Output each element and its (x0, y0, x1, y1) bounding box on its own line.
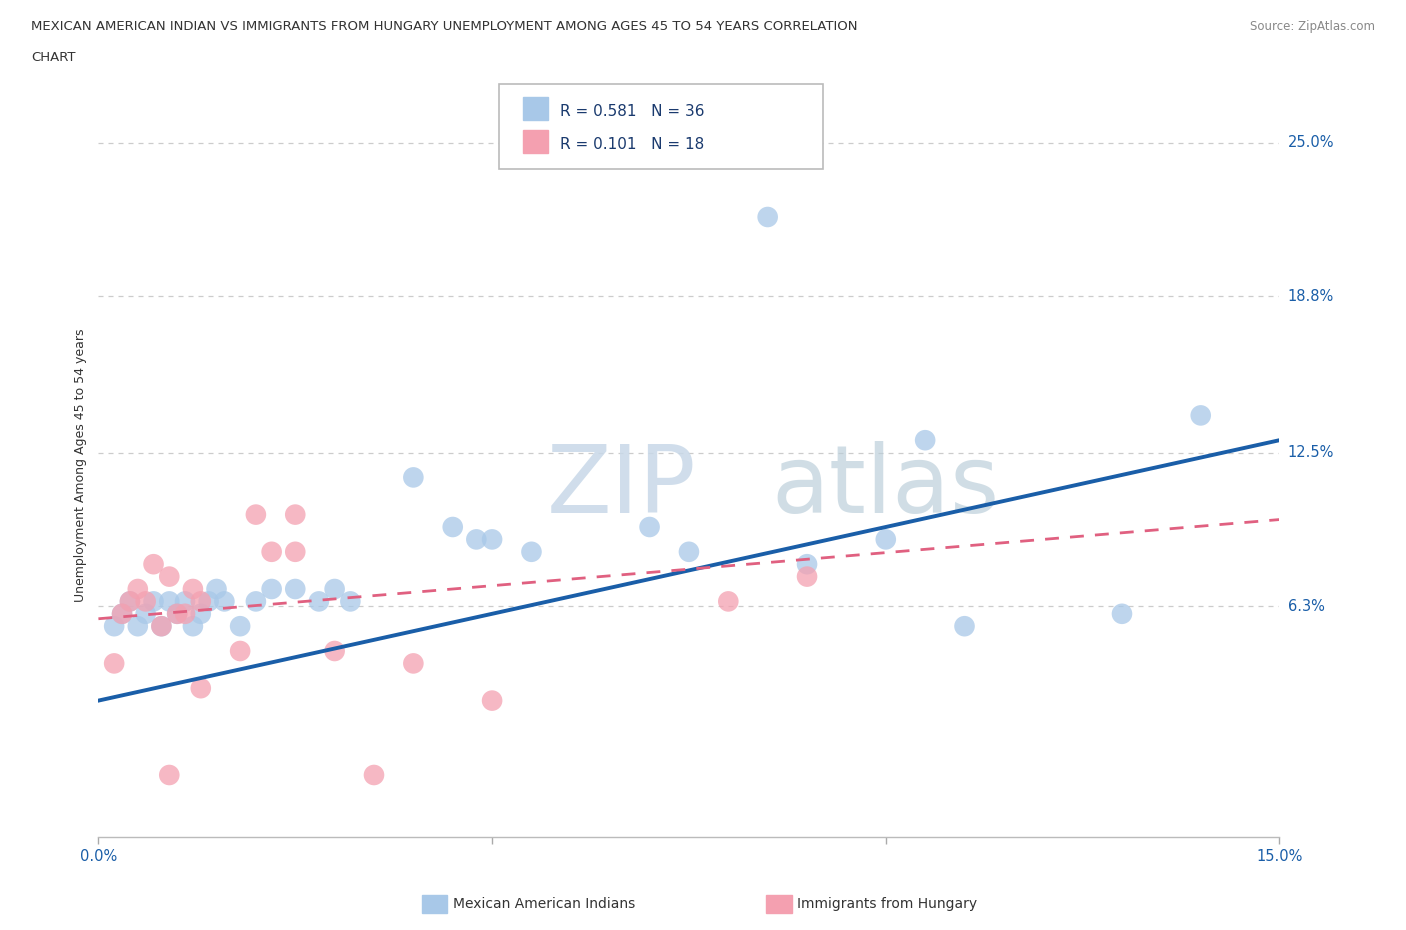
Point (214, 594, 236, 609)
Point (174, 594, 197, 609)
Point (717, 594, 740, 609)
Text: R = 0.101   N = 18: R = 0.101 N = 18 (560, 137, 704, 152)
Point (229, 644, 252, 658)
Text: MEXICAN AMERICAN INDIAN VS IMMIGRANTS FROM HUNGARY UNEMPLOYMENT AMONG AGES 45 TO: MEXICAN AMERICAN INDIAN VS IMMIGRANTS FR… (31, 20, 858, 33)
Point (245, 594, 267, 609)
Point (150, 618, 173, 633)
Point (181, 581, 204, 596)
Y-axis label: Unemployment Among Ages 45 to 54 years: Unemployment Among Ages 45 to 54 years (75, 328, 87, 602)
Text: atlas: atlas (772, 442, 1000, 533)
Point (953, 618, 976, 633)
Point (166, 606, 188, 621)
Point (638, 520, 661, 535)
Point (174, 606, 197, 621)
Text: 6.3%: 6.3% (1288, 599, 1324, 614)
Point (157, 767, 180, 782)
Point (260, 581, 283, 596)
Point (135, 606, 157, 621)
Text: ZIP: ZIP (547, 442, 697, 533)
Point (363, 767, 385, 782)
Point (166, 606, 188, 621)
Point (339, 594, 361, 609)
Point (520, 544, 543, 559)
Point (465, 532, 488, 547)
Point (103, 656, 125, 671)
Point (796, 569, 818, 584)
Point (103, 618, 125, 633)
Point (323, 581, 346, 596)
Point (402, 470, 425, 485)
Text: CHART: CHART (31, 51, 76, 64)
Text: Mexican American Indians: Mexican American Indians (453, 897, 636, 911)
Text: 12.5%: 12.5% (1288, 445, 1334, 460)
Point (481, 693, 503, 708)
Point (441, 520, 464, 535)
Point (197, 594, 219, 609)
Point (157, 569, 180, 584)
Point (481, 532, 503, 547)
Point (245, 507, 267, 522)
Point (260, 544, 283, 559)
Point (875, 532, 897, 547)
Point (111, 606, 134, 621)
Text: Immigrants from Hungary: Immigrants from Hungary (797, 897, 977, 911)
Point (284, 581, 307, 596)
Point (402, 656, 425, 671)
Point (190, 594, 212, 609)
Point (205, 581, 228, 596)
Point (284, 544, 307, 559)
Point (157, 594, 180, 609)
Point (142, 594, 165, 609)
Point (308, 594, 330, 609)
Point (229, 618, 252, 633)
Point (118, 594, 141, 609)
Point (1189, 408, 1212, 423)
Text: 18.8%: 18.8% (1288, 289, 1334, 304)
Point (135, 594, 157, 609)
Point (190, 606, 212, 621)
Point (796, 557, 818, 572)
Point (127, 581, 149, 596)
Point (150, 618, 173, 633)
Point (914, 432, 936, 447)
Text: 25.0%: 25.0% (1288, 135, 1334, 150)
Point (190, 681, 212, 696)
Point (111, 606, 134, 621)
Point (142, 557, 165, 572)
Point (118, 594, 141, 609)
Point (127, 618, 149, 633)
Point (756, 209, 779, 224)
Point (323, 644, 346, 658)
Point (284, 507, 307, 522)
Point (678, 544, 700, 559)
Point (181, 618, 204, 633)
Text: R = 0.581   N = 36: R = 0.581 N = 36 (560, 104, 704, 119)
Point (1111, 606, 1133, 621)
Text: Source: ZipAtlas.com: Source: ZipAtlas.com (1250, 20, 1375, 33)
